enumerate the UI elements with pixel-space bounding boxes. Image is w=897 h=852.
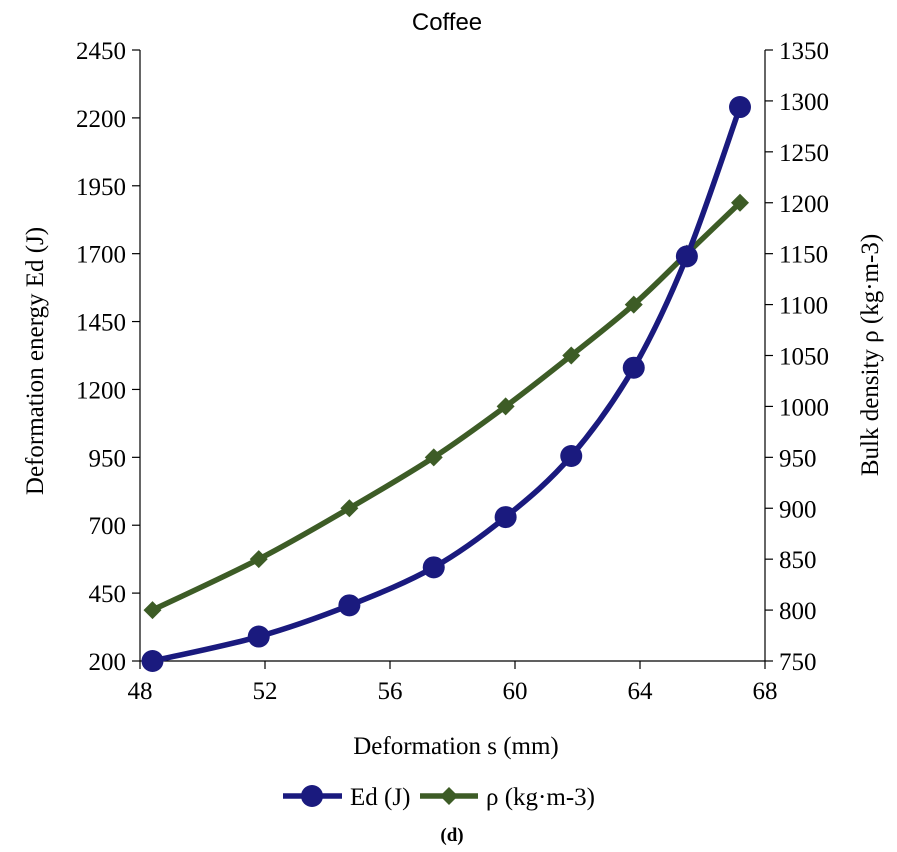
y-axis-title-left: Deformation energy Ed (J) xyxy=(22,227,49,495)
y-right-tick-label: 1200 xyxy=(779,191,829,218)
data-point xyxy=(338,594,361,617)
x-axis-title: Deformation s (mm) xyxy=(353,733,559,760)
data-point xyxy=(247,625,270,648)
y-right-tick-label: 800 xyxy=(779,598,817,625)
data-point xyxy=(424,448,443,467)
series-line xyxy=(151,200,742,613)
legend-label: Ed (J) xyxy=(350,784,410,811)
figure-caption: (d) xyxy=(440,825,463,846)
y-right-tick-label: 950 xyxy=(779,445,817,472)
y-left-tick-label: 450 xyxy=(89,581,127,608)
chart-title: Coffee xyxy=(412,9,482,36)
y-right-tick-label: 1050 xyxy=(779,344,829,371)
data-point xyxy=(249,550,268,569)
y-right-tick-label: 1300 xyxy=(779,89,829,116)
legend: Ed (J) ρ (kg·m-3) xyxy=(283,784,595,811)
series-line xyxy=(151,106,743,664)
x-tick-label: 64 xyxy=(628,678,654,705)
data-point xyxy=(729,96,751,119)
data-point xyxy=(494,506,517,529)
data-point xyxy=(422,556,445,579)
legend-item-ed: Ed (J) xyxy=(283,784,410,811)
axes: 48 52 56 60 64 68 200 450 700 950 1200 1450 1700 1950… xyxy=(76,38,829,705)
legend-marker xyxy=(440,787,458,805)
series-rho xyxy=(143,193,749,620)
y-right-tick-label: 1250 xyxy=(779,140,829,167)
x-tick-label: 56 xyxy=(378,678,403,705)
y-left-tick-label: 1450 xyxy=(76,310,126,337)
data-point xyxy=(675,245,698,268)
x-tick-label: 60 xyxy=(503,678,528,705)
data-point xyxy=(731,193,749,212)
y-left-tick-label: 200 xyxy=(89,649,127,676)
data-point xyxy=(562,346,581,365)
y-left-tick-label: 2450 xyxy=(76,38,126,65)
y-right-tick-label: 1100 xyxy=(779,293,828,320)
y-left-tick-label: 1200 xyxy=(76,377,126,404)
y-left-tick-label: 950 xyxy=(89,445,127,472)
y-right-tick-label: 1150 xyxy=(779,242,828,269)
data-point xyxy=(622,356,645,379)
data-point xyxy=(143,601,162,620)
y-right-tick-label: 750 xyxy=(779,649,817,676)
data-point xyxy=(624,295,643,314)
series-ed xyxy=(141,96,751,672)
y-right-tick-label: 850 xyxy=(779,547,817,574)
legend-marker xyxy=(301,785,323,807)
y-right-tick-label: 1350 xyxy=(779,38,829,65)
data-point xyxy=(141,650,164,672)
y-axis-title-right: Bulk density ρ (kg·m-3) xyxy=(857,234,884,476)
x-tick-label: 68 xyxy=(753,678,778,705)
y-right-tick-label: 1000 xyxy=(779,394,829,421)
legend-label: ρ (kg·m-3) xyxy=(486,784,595,811)
data-point xyxy=(340,499,359,518)
legend-item-rho: ρ (kg·m-3) xyxy=(420,784,595,811)
y-left-tick-label: 2200 xyxy=(76,106,126,133)
data-point xyxy=(496,397,515,416)
series-layer xyxy=(141,96,751,672)
y-left-tick-label: 1700 xyxy=(76,242,126,269)
y-right-tick-label: 900 xyxy=(779,496,817,523)
x-tick-label: 52 xyxy=(253,678,278,705)
x-tick-label: 48 xyxy=(128,678,153,705)
y-left-tick-label: 1950 xyxy=(76,174,126,201)
y-left-tick-label: 700 xyxy=(89,513,127,540)
data-point xyxy=(560,444,583,467)
